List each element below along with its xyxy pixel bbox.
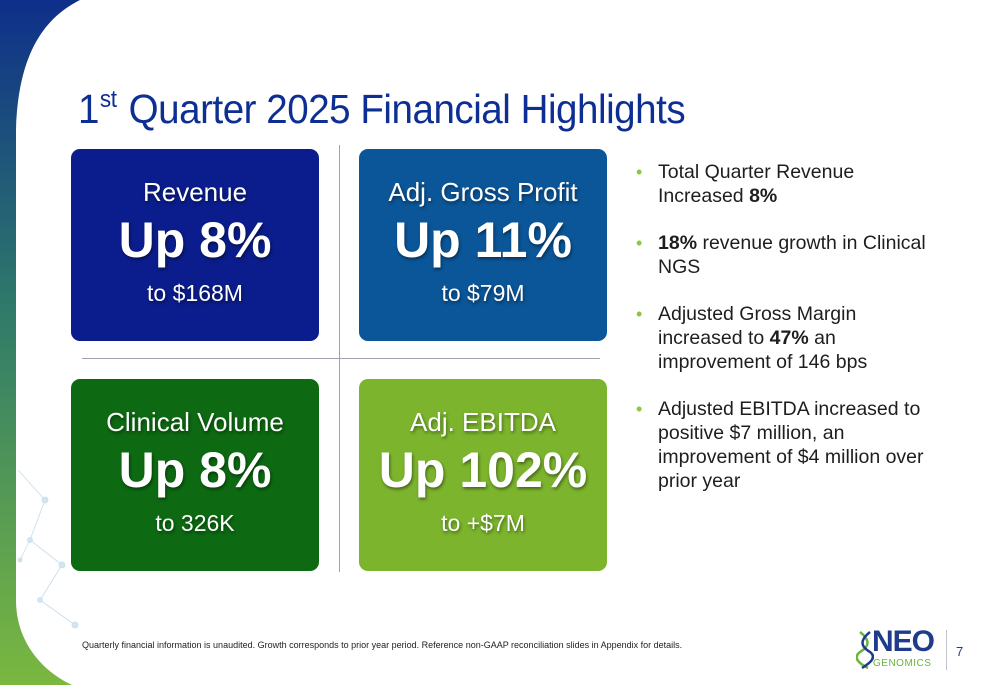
highlights-list: Total Quarter Revenue Increased 8% 18% r…	[636, 160, 936, 516]
tile-revenue: Revenue Up 8% to $168M	[71, 149, 319, 341]
tile-detail: to +$7M	[441, 510, 525, 536]
tile-headline: Up 102%	[378, 442, 588, 498]
footnote: Quarterly financial information is unaud…	[82, 640, 683, 650]
logo-separator	[946, 630, 947, 670]
decorative-side-band	[0, 0, 100, 685]
highlight-item: Adjusted Gross Margin increased to 47% a…	[636, 302, 936, 374]
tile-adj-ebitda: Adj. EBITDA Up 102% to +$7M	[359, 379, 607, 571]
tile-headline: Up 8%	[118, 442, 272, 498]
page-number: 7	[956, 644, 964, 659]
tile-label: Clinical Volume	[106, 407, 284, 437]
tile-label: Adj. EBITDA	[410, 407, 556, 437]
tile-headline: Up 11%	[394, 212, 572, 268]
tile-headline: Up 8%	[118, 212, 272, 268]
highlight-item: 18% revenue growth in Clinical NGS	[636, 231, 936, 279]
neogenomics-logo: NEO GENOMICS	[856, 625, 942, 672]
tile-label: Adj. Gross Profit	[388, 177, 578, 207]
grid-divider-horizontal	[82, 358, 600, 359]
logo-wordmark: NEO	[872, 625, 935, 658]
highlight-item: Adjusted EBITDA increased to positive $7…	[636, 397, 936, 493]
tile-detail: to 326K	[155, 510, 235, 536]
highlight-item: Total Quarter Revenue Increased 8%	[636, 160, 936, 208]
tile-clinical-volume: Clinical Volume Up 8% to 326K	[71, 379, 319, 571]
tile-adj-gross-profit: Adj. Gross Profit Up 11% to $79M	[359, 149, 607, 341]
tile-label: Revenue	[142, 177, 248, 207]
logo-subtext: GENOMICS	[873, 658, 932, 669]
dna-helix-icon	[856, 631, 874, 670]
tile-detail: to $168M	[147, 280, 243, 306]
slide-title: 1st Quarter 2025 Financial Highlights	[78, 86, 686, 132]
tile-detail: to $79M	[441, 280, 525, 306]
